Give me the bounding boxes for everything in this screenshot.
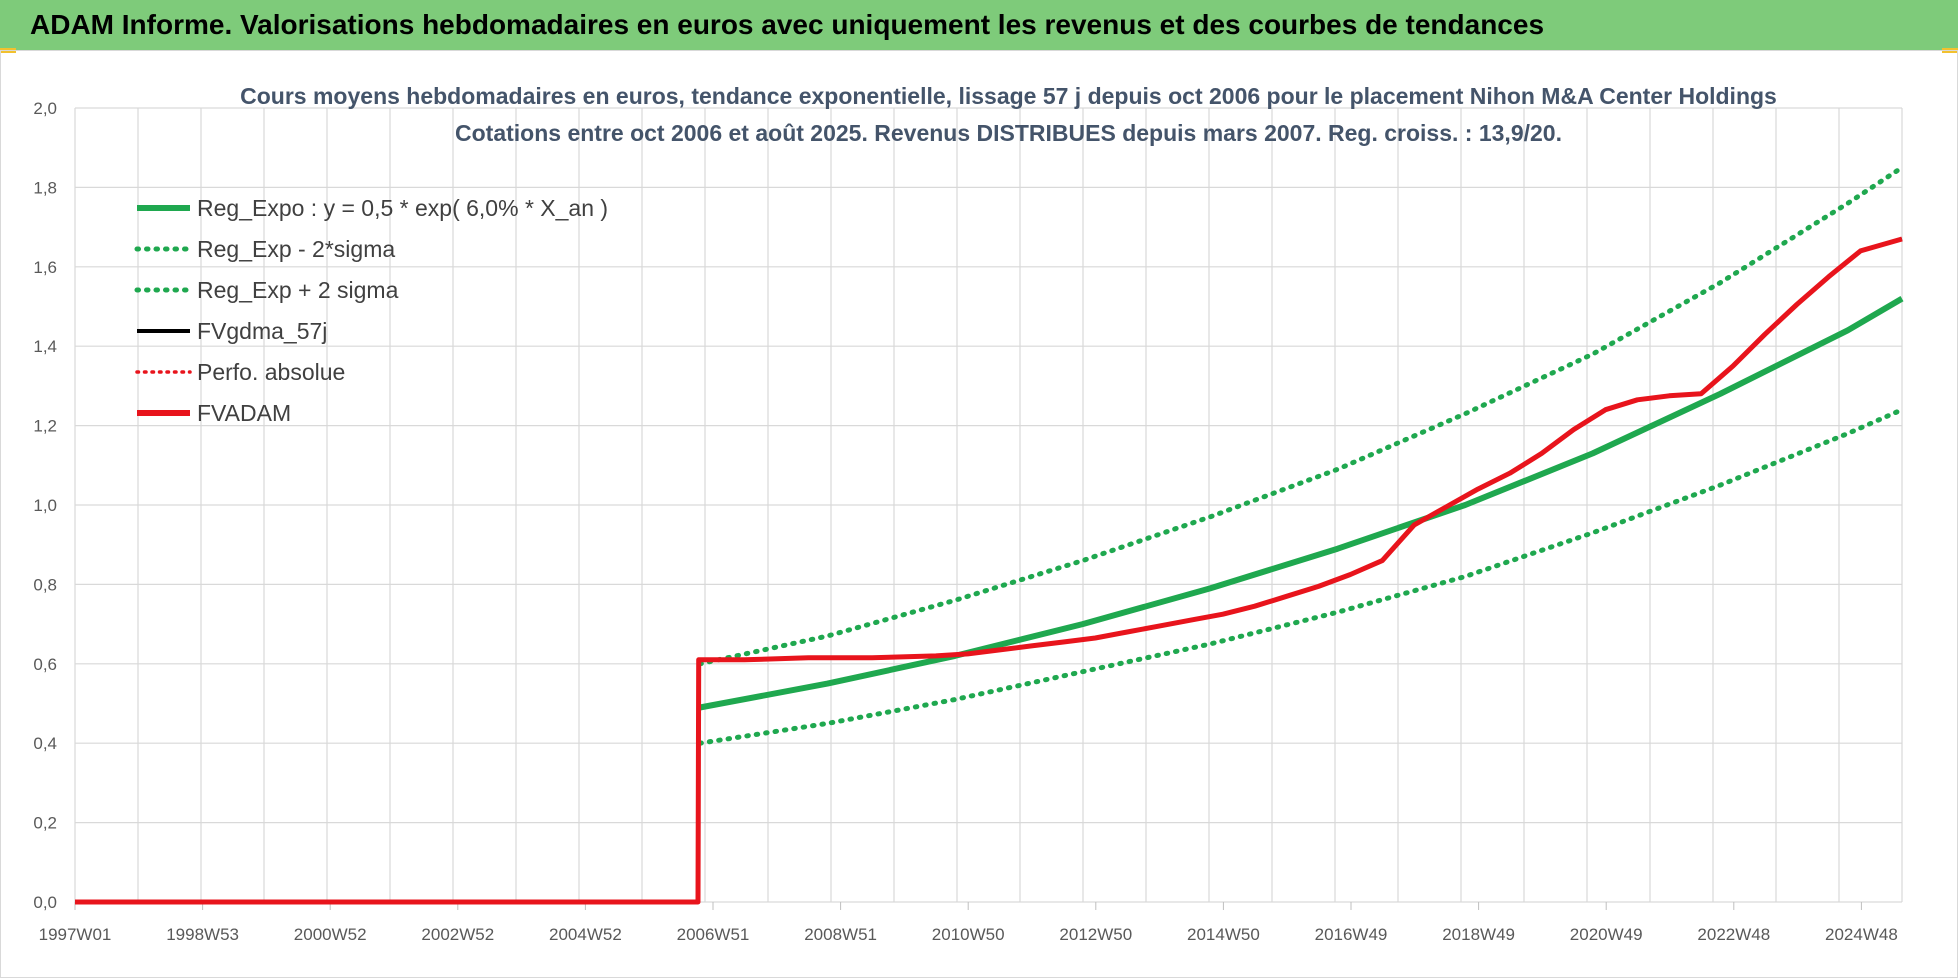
title-backdrop [234,81,1783,111]
x-tick-label: 2016W49 [1315,925,1388,944]
legend-label: FVADAM [197,400,291,426]
x-tick-label: 2018W49 [1442,925,1515,944]
y-tick-label: 1,8 [33,178,57,197]
y-tick-label: 0,0 [33,893,57,912]
series-fvgdma-57j [75,237,1903,904]
legend-item-reg-minus: Reg_Exp - 2*sigma [134,236,395,262]
y-tick-label: 1,0 [33,496,57,515]
legend-label: FVgdma_57j [197,318,327,344]
x-tick-label: 2006W51 [677,925,750,944]
x-tick-label: 2020W49 [1570,925,1643,944]
chart-title-group: Cours moyens hebdomadaires en euros, ten… [240,83,1777,146]
legend-label: Perfo. absolue [197,359,345,385]
x-tick-label: 2014W50 [1187,925,1260,944]
y-tick-label: 1,2 [33,417,57,436]
legend-item-perfo: Perfo. absolue [135,359,345,385]
series-fvadam [75,236,1903,905]
legend-label: Reg_Exp + 2 sigma [197,277,399,303]
y-tick-label: 0,8 [33,575,57,594]
series-reg-minus-2sigma [697,407,1905,746]
x-tick-label: 2000W52 [294,925,367,944]
page-title: ADAM Informe. Valorisations hebdomadaire… [30,9,1545,40]
title-backdrop [449,118,1568,148]
y-tick-label: 0,2 [33,814,57,833]
x-tick-label: 1997W01 [39,925,112,944]
series-reg-plus-2sigma [697,165,1905,667]
page-header: ADAM Informe. Valorisations hebdomadaire… [0,0,1958,50]
x-tick-label: 1998W53 [166,925,239,944]
legend-item-reg-plus: Reg_Exp + 2 sigma [134,277,399,303]
legend-label: Reg_Exp - 2*sigma [197,236,395,262]
chart-title-line-2: Cotations entre oct 2006 et août 2025. R… [455,120,1562,146]
legend-item-fvgdma: FVgdma_57j [137,318,327,344]
legend-item-fvadam: FVADAM [137,400,291,426]
x-tick-label: 2008W51 [804,925,877,944]
x-tick-label: 2022W48 [1697,925,1770,944]
y-tick-label: 0,4 [33,734,57,753]
axis-ticks: 0,0 0,2 0,4 0,6 0,8 1,0 1,2 1,4 1,6 1,8 2,0 1997W01… [33,99,1897,944]
legend-label: Reg_Expo : y = 0,5 * exp( 6,0% * X_an ) [197,195,608,221]
x-tick-label: 2004W52 [549,925,622,944]
y-tick-label: 0,6 [33,655,57,674]
x-tick-label: 2012W50 [1059,925,1132,944]
x-tick-label: 2010W50 [932,925,1005,944]
x-tick-label: 2024W48 [1825,925,1898,944]
y-tick-label: 1,4 [33,337,57,356]
legend: Reg_Expo : y = 0,5 * exp( 6,0% * X_an ) R… [134,195,608,426]
legend-item-reg-expo: Reg_Expo : y = 0,5 * exp( 6,0% * X_an ) [137,195,608,221]
series-layer [75,165,1905,905]
grid [74,81,1903,903]
chart-title-line-1: Cours moyens hebdomadaires en euros, ten… [240,83,1777,109]
y-tick-label: 2,0 [33,99,57,118]
series-reg-expo [699,296,1904,711]
y-tick-label: 1,6 [33,258,57,277]
x-tick-label: 2002W52 [421,925,494,944]
